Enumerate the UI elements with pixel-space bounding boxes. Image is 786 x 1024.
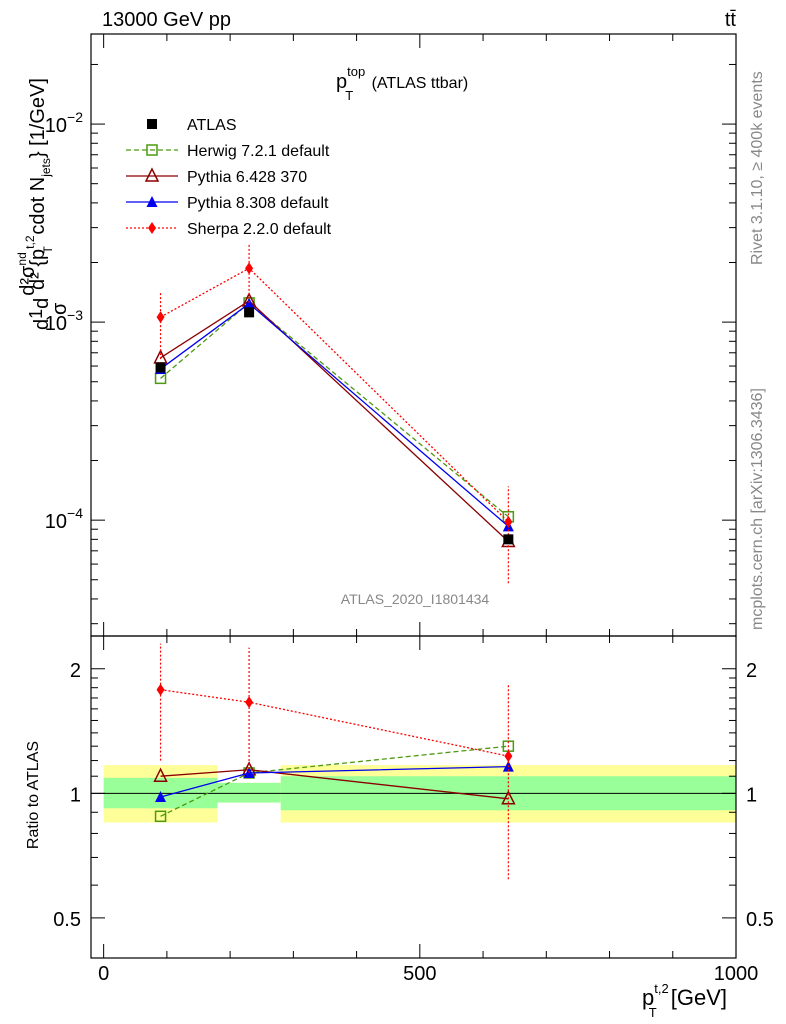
y-axis-label-den: σ: [49, 302, 71, 315]
svg-text:d1dd²σnd: d1dd²σnd: [15, 252, 53, 330]
data-point: [156, 311, 165, 324]
legend-marker: [146, 144, 158, 156]
ratio-point: [501, 790, 516, 805]
ratio-point: [245, 696, 254, 709]
analysis-id: ATLAS_2020_I1801434: [341, 591, 490, 607]
legend-item-pythia-8-308-default: Pythia 8.308 default: [126, 195, 329, 212]
ratio-point: [156, 683, 165, 696]
series-pythia-6-428-370: [153, 292, 516, 805]
mcplots-label: mcplots.cern.ch [arXiv:1306.3436]: [749, 388, 766, 630]
data-point: [153, 349, 168, 364]
ratio-point: [155, 790, 167, 802]
ratio-y-tick-label-right: 1: [746, 784, 757, 806]
legend-label: Sherpa 2.2.0 default: [187, 221, 332, 238]
ratio-y-axis-label: Ratio to ATLAS: [25, 741, 42, 849]
ratio-y-tick-label-right: 0.5: [746, 909, 774, 931]
ratio-frame: [90, 635, 737, 959]
ratio-band-inner: [217, 782, 281, 803]
legend-marker: [144, 167, 160, 182]
ratio-point: [153, 767, 168, 782]
data-point: [504, 515, 513, 528]
series: [153, 243, 516, 880]
y-tick-label: 10−2: [45, 109, 83, 137]
energy-label: 13000 GeV pp: [102, 9, 231, 31]
ratio-y-tick-label: 2: [70, 660, 81, 682]
series-atlas: [155, 307, 514, 545]
legend-item-herwig-7-2-1-default: Herwig 7.2.1 default: [126, 143, 330, 160]
ratio-y-tick-label: 1: [70, 784, 81, 806]
chart-title: ptop T (ATLAS ttbar): [336, 64, 468, 103]
legend-marker: [147, 119, 157, 129]
x-tick-label: 500: [403, 963, 436, 985]
x-tick-label: 0: [98, 963, 109, 985]
data-point: [245, 262, 254, 275]
legend-item-sherpa-2-2-0-default: Sherpa 2.2.0 default: [126, 221, 332, 238]
ratio-bands: [91, 765, 736, 823]
ratio-point: [504, 750, 513, 763]
legend-label: Pythia 8.308 default: [187, 195, 329, 212]
data-point: [503, 534, 514, 545]
ratio-line: [160, 689, 509, 757]
legend-label: ATLAS: [187, 117, 237, 134]
data-point: [155, 362, 166, 373]
series-line: [160, 302, 509, 518]
series-sherpa-2-2-0-default: [156, 243, 513, 880]
data-point: [244, 307, 255, 318]
series-line: [160, 300, 509, 542]
process-label: tt̄: [725, 9, 737, 31]
ratio-point: [154, 810, 167, 823]
x-tick-label: 1000: [714, 963, 759, 985]
y-axis-label-lower: d² {pt,2T cdot Njets} [1/GeV]: [23, 78, 55, 290]
legend-marker: [148, 222, 156, 234]
x-axis-label: pt,2 T [GeV]: [642, 981, 727, 1020]
axes: 0 500 1000 10−4 10−3 10−2 0.5 0.5 1 1 2 2: [45, 33, 774, 985]
ratio-y-tick-label-right: 2: [746, 660, 757, 682]
legend-label: Herwig 7.2.1 default: [187, 143, 330, 160]
y-tick-label: 10−4: [45, 505, 83, 533]
data-point: [243, 297, 255, 309]
rivet-label: Rivet 3.1.10, ≥ 400k events: [749, 71, 766, 265]
series-line: [160, 267, 509, 523]
legend-item-pythia-6-428-370: Pythia 6.428 370: [126, 167, 307, 186]
legend-label: Pythia 6.428 370: [187, 169, 307, 186]
legend: ATLAS Herwig 7.2.1 default Pythia 6.428 37…: [126, 117, 332, 238]
y-tick-label: 10−3: [45, 307, 83, 335]
legend-marker: [146, 196, 158, 207]
ratio-y-tick-label: 0.5: [53, 909, 81, 931]
y-axis-label: d1dd²σnd σ d² {pt,2T cdot Njets} [1/GeV]: [15, 78, 71, 330]
legend-item-atlas: ATLAS: [147, 117, 237, 134]
